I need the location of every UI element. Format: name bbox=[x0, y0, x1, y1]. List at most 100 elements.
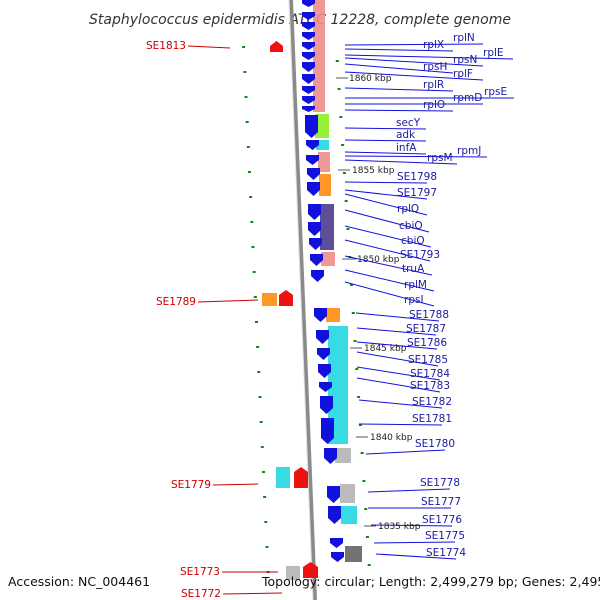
label-leader-line bbox=[344, 54, 514, 60]
gene-label: SE1798 bbox=[397, 171, 437, 183]
label-leader-line bbox=[344, 281, 435, 307]
gc-dot bbox=[259, 421, 263, 423]
gene-label: rpsN bbox=[453, 54, 477, 66]
gc-dot bbox=[360, 452, 364, 454]
gene-label: SE1782 bbox=[412, 396, 452, 408]
gene-label: rpsE bbox=[484, 86, 507, 98]
label-leader-line bbox=[344, 159, 458, 165]
gc-dot bbox=[357, 396, 361, 398]
gc-dot bbox=[264, 521, 268, 523]
reverse-gene-arrow bbox=[324, 448, 337, 464]
forward-gene-arrow bbox=[270, 41, 283, 52]
reverse-gene-arrow bbox=[302, 22, 315, 30]
gc-dot bbox=[246, 146, 250, 148]
cog-block bbox=[313, 0, 325, 112]
cog-block bbox=[326, 308, 340, 322]
cog-track bbox=[262, 0, 362, 580]
label-leader-line bbox=[344, 151, 427, 155]
reverse-gene-arrow bbox=[330, 538, 343, 548]
label-leader-line bbox=[344, 269, 435, 292]
label-leader-line bbox=[367, 488, 451, 493]
gc-dot bbox=[353, 340, 357, 342]
label-leader-line bbox=[344, 193, 428, 216]
label-leader-line bbox=[344, 225, 432, 248]
label-leader-line bbox=[356, 327, 437, 336]
label-leader-line bbox=[344, 71, 484, 81]
gc-dot bbox=[251, 246, 255, 248]
gene-label: infA bbox=[396, 142, 417, 154]
gene-label: SE1779 bbox=[171, 479, 211, 491]
label-leader-line bbox=[358, 399, 443, 409]
gc-dot bbox=[355, 368, 359, 370]
label-leader-line bbox=[355, 312, 440, 322]
gene-label: rpsH bbox=[423, 61, 447, 73]
gene-label: SE1775 bbox=[425, 530, 465, 542]
gene-label: adk bbox=[396, 129, 416, 141]
gc-dot bbox=[358, 424, 362, 426]
cog-block bbox=[335, 448, 351, 463]
cog-block bbox=[286, 566, 300, 580]
cog-block bbox=[316, 140, 329, 150]
label-leader-line bbox=[344, 57, 484, 67]
reverse-gene-arrow bbox=[310, 254, 323, 266]
gene-label: SE1772 bbox=[181, 588, 221, 600]
reverse-gene-arrow bbox=[306, 155, 319, 165]
gene-label: secY bbox=[396, 117, 421, 129]
gene-label: truA bbox=[402, 263, 425, 275]
cog-block bbox=[319, 174, 331, 196]
reverse-gene-arrow bbox=[307, 168, 320, 180]
ruler: 1860 kbp 1855 kbp 1850 kbp 1845 kbp 1840… bbox=[336, 74, 421, 532]
gene-label: rplM bbox=[404, 279, 427, 291]
gene-labels-left: SE1813 SE1789 SE1779 SE1773 SE1772 bbox=[146, 40, 221, 600]
label-leader-line bbox=[344, 109, 454, 112]
gc-dot bbox=[365, 536, 369, 538]
label-leader-line bbox=[356, 377, 441, 393]
gene-label: SE1787 bbox=[406, 323, 446, 335]
reverse-gene-arrow bbox=[318, 364, 331, 378]
forward-gene-arrow bbox=[294, 467, 308, 488]
reverse-gene-arrow bbox=[302, 106, 315, 112]
label-leader-line bbox=[344, 155, 488, 158]
label-leader-line bbox=[212, 483, 259, 486]
gene-label: SE1785 bbox=[408, 354, 448, 366]
gc-dot bbox=[260, 446, 264, 448]
reverse-gene-arrow bbox=[311, 270, 324, 282]
reverse-gene-arrow bbox=[308, 204, 321, 220]
gc-skew-dots bbox=[242, 46, 371, 573]
label-leader-line bbox=[222, 592, 283, 595]
label-leader-line bbox=[344, 139, 427, 142]
gc-dot bbox=[341, 144, 345, 146]
topology-text: Topology: circular; Length: 2,499,279 bp… bbox=[261, 574, 600, 589]
gene-label: SE1773 bbox=[180, 566, 220, 578]
gc-dot bbox=[249, 196, 253, 198]
gc-dot bbox=[254, 321, 258, 323]
label-leader-line bbox=[370, 524, 453, 527]
cog-block bbox=[340, 484, 355, 503]
gene-label: rplF bbox=[453, 68, 473, 80]
ruler-label-1850: 1850 kbp bbox=[357, 255, 400, 265]
reverse-gene-arrow bbox=[302, 52, 315, 60]
reverse-gene-arrow bbox=[309, 238, 322, 250]
gc-dot bbox=[362, 480, 366, 482]
reverse-gene-arrow bbox=[331, 552, 344, 562]
gene-label: rpmJ bbox=[457, 145, 481, 157]
gc-dot bbox=[261, 471, 265, 473]
gene-label: rplX bbox=[423, 39, 444, 51]
reverse-gene-arrow bbox=[319, 382, 332, 392]
gene-label: SE1784 bbox=[410, 368, 450, 380]
gc-dot bbox=[349, 284, 353, 286]
gc-dot bbox=[242, 46, 246, 48]
gc-dot bbox=[346, 228, 350, 230]
gene-label: cbiO bbox=[399, 220, 423, 232]
gc-dot bbox=[252, 271, 256, 273]
map-title: Staphylococcus epidermidis ATCC 12228, c… bbox=[89, 12, 511, 28]
reverse-gene-arrow bbox=[302, 74, 315, 84]
cog-block bbox=[341, 506, 357, 524]
gene-label: rplE bbox=[483, 47, 504, 59]
gene-label: SE1777 bbox=[421, 496, 461, 508]
cog-block bbox=[318, 152, 330, 172]
gc-dot bbox=[263, 496, 267, 498]
gc-dot bbox=[253, 296, 257, 298]
